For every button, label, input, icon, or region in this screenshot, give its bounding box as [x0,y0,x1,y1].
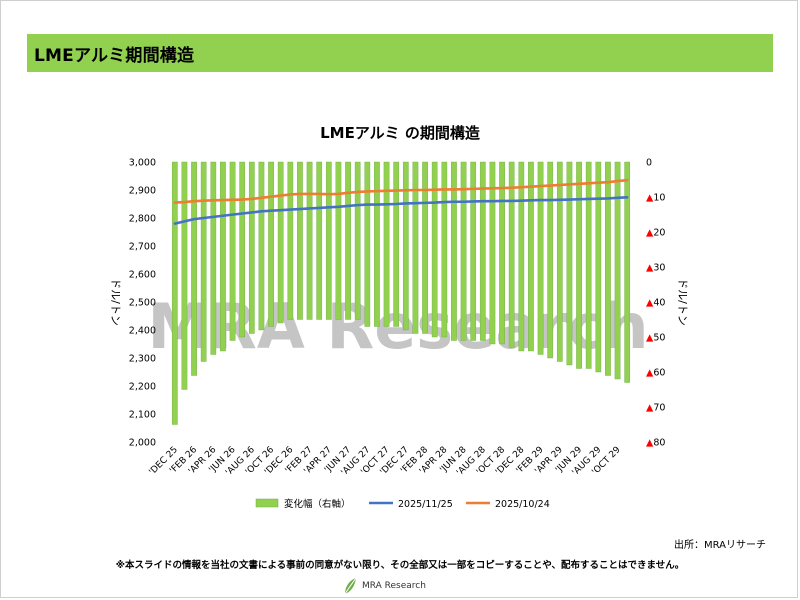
bar-change-10 [268,161,274,327]
bar-change-12 [287,161,294,320]
bar-change-29 [451,161,457,341]
bar-change-33 [489,161,496,345]
bar-change-42 [576,161,582,369]
bar-change-45 [605,161,611,376]
legend: 変化幅（右軸） 2025/11/25 2025/10/24 [255,498,550,510]
right-tick-label: ▲10 [646,193,665,204]
page-title: LMEアルミ期間構造 [34,45,195,66]
bar-change-8 [248,161,255,334]
right-tick-label: ▲30 [646,263,665,274]
left-tick-label: 2,900 [129,186,156,197]
bar-change-44 [595,161,602,373]
bar-change-31 [470,161,477,341]
right-tick-label: ▲70 [646,403,665,414]
bar-change-18 [345,161,351,320]
title-bar: LMEアルミ期間構造 [27,34,773,72]
left-tick-label: 2,300 [129,354,156,365]
legend-label-line-1: 2025/11/25 [398,499,453,510]
bar-change-22 [383,161,390,327]
bar-change-1 [181,161,188,390]
disclaimer: ※本スライドの情報を当社の文書による事前の同意がない限り、その全部又は一部をコピ… [115,560,685,571]
bar-change-40 [556,161,563,362]
source-note: 出所：MRAリサーチ [673,540,766,551]
bar-change-16 [325,161,332,320]
bar-change-13 [297,161,303,320]
left-tick-label: 3,000 [129,158,156,169]
bar-change-15 [316,161,323,320]
bar-change-28 [441,161,448,338]
chart-title: LMEアルミ の期間構造 [320,124,480,142]
leaf-icon [344,577,357,595]
bar-change-14 [306,161,313,320]
x-axis-ticks: 'DEC 25'FEB 26'APR 26'JUN 26'AUG 26'OCT … [148,445,623,478]
bar-change-24 [402,161,409,331]
line-series-2 [173,178,629,204]
bar-change-7 [239,161,246,338]
bar-change-25 [412,161,419,334]
right-tick-label: ▲80 [646,438,665,449]
bars-layer [171,161,631,425]
legend-swatch-bar [255,498,279,508]
y-axis-label-right: ドル/トン [676,278,689,326]
bar-change-32 [479,161,486,341]
left-tick-label: 2,000 [129,438,156,449]
logo-text: MRA Research [362,581,426,591]
bar-change-19 [354,161,361,320]
bar-change-17 [335,161,342,320]
bar-change-39 [547,161,554,359]
left-tick-label: 2,700 [129,242,156,253]
bar-change-43 [585,161,592,369]
bar-change-47 [624,161,631,383]
left-tick-label: 2,100 [129,410,156,421]
bar-change-9 [258,161,265,331]
lines-layer [173,178,629,225]
left-tick-label: 2,200 [129,382,156,393]
y-axis-label-left: ドル/トン [109,278,122,326]
bar-change-6 [229,161,236,341]
bar-change-5 [220,161,226,352]
bar-change-26 [422,161,428,334]
bar-change-3 [200,161,207,362]
bar-change-4 [210,161,217,355]
bar-change-27 [431,161,438,338]
bar-change-37 [528,161,534,352]
bar-change-23 [393,161,400,327]
bar-change-2 [191,161,197,376]
bar-change-0 [171,161,178,425]
left-axis-ticks: 3,000 2,900 2,800 2,700 2,600 2,500 2,400 2,300… [129,158,156,449]
bar-change-20 [364,161,371,327]
left-tick-label: 2,600 [129,270,156,281]
bar-change-11 [277,161,284,324]
line-series-1 [173,195,629,225]
bar-change-41 [566,161,573,366]
bar-change-30 [460,161,467,341]
left-tick-label: 2,500 [129,298,156,309]
bar-change-35 [508,161,515,348]
right-axis-ticks: 0 ▲10 ▲20 ▲30 ▲40 ▲50 ▲60 ▲70 ▲80 [646,158,665,449]
right-tick-label: ▲50 [646,333,665,344]
left-tick-label: 2,800 [129,214,156,225]
left-tick-label: 2,400 [129,326,156,337]
right-tick-label: ▲40 [646,298,665,309]
bar-change-21 [374,161,380,327]
bar-change-36 [518,161,525,352]
legend-label-bar: 変化幅（右軸） [284,498,351,510]
right-tick-label: ▲60 [646,368,665,379]
bar-change-46 [614,161,621,380]
right-tick-label: 0 [646,158,652,169]
legend-label-line-2: 2025/10/24 [495,499,550,510]
footer-logo: MRA Research [342,575,426,597]
bar-change-34 [499,161,505,345]
bar-change-38 [537,161,544,355]
right-tick-label: ▲20 [646,228,665,239]
